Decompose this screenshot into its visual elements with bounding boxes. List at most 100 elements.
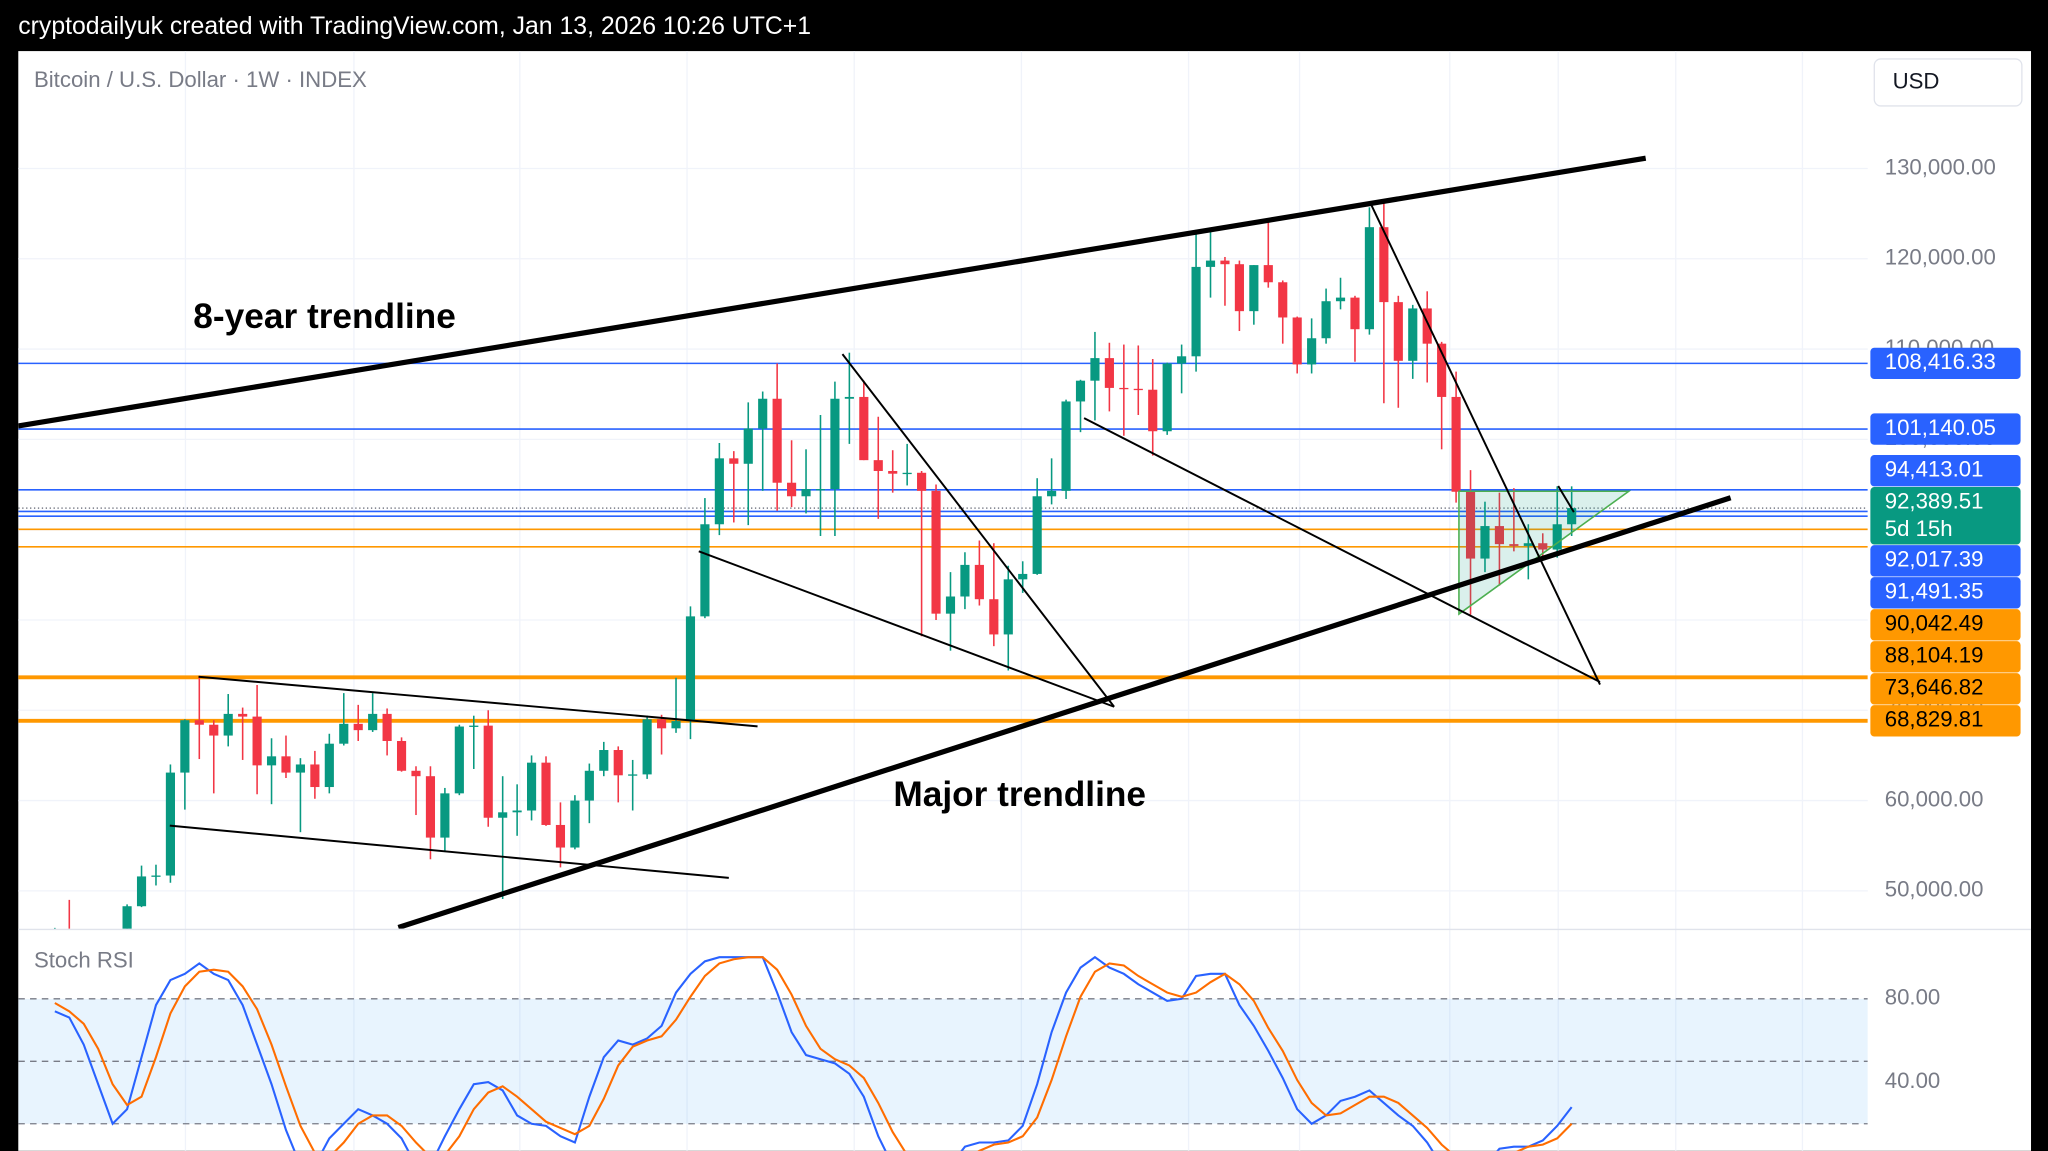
- candle-body: [1061, 401, 1071, 491]
- small-line: [1557, 485, 1575, 513]
- price-label: 73,646.82: [1885, 675, 1984, 700]
- drawings: [18, 155, 1732, 929]
- candle-body: [1509, 544, 1519, 546]
- price-label: 101,140.05: [1885, 415, 1996, 440]
- stoch-pane: [18, 955, 1868, 1151]
- candle-body: [844, 396, 854, 399]
- candle-body: [1249, 265, 1259, 312]
- price-label: 92,017.39: [1885, 547, 1984, 572]
- candle-body: [469, 725, 479, 727]
- candle-body: [136, 876, 147, 907]
- candle-body: [440, 793, 450, 838]
- candle-body: [1162, 363, 1172, 432]
- candle-body: [1350, 297, 1360, 330]
- candle-body: [902, 472, 912, 475]
- candle-body: [642, 719, 652, 775]
- candle-body: [209, 724, 219, 736]
- candle-body: [1307, 338, 1317, 365]
- channel-line: [198, 675, 758, 728]
- price-label-box: [1870, 641, 2021, 673]
- candle-body: [945, 596, 956, 614]
- candle-body: [165, 772, 175, 876]
- candle-body: [295, 764, 306, 773]
- y-tick-label: 50,000.00: [1885, 877, 1984, 902]
- price-label: 91,491.35: [1885, 579, 1984, 604]
- candle-body: [1191, 266, 1201, 357]
- triangle-pattern: [1458, 490, 1632, 616]
- candle-body: [151, 875, 161, 877]
- candle-body: [830, 398, 840, 490]
- candle-body: [1422, 308, 1432, 344]
- candle-body: [1133, 388, 1143, 391]
- candle-body: [1278, 282, 1288, 318]
- candle-body: [1003, 579, 1013, 635]
- candle-body: [628, 774, 638, 776]
- candle-body: [1393, 302, 1403, 361]
- candle-body: [238, 713, 248, 717]
- candle-body: [1075, 380, 1086, 402]
- candle-body: [974, 564, 984, 600]
- currency-label[interactable]: USD: [1893, 68, 1940, 93]
- candle-body: [1364, 227, 1374, 330]
- candle-body: [801, 489, 811, 497]
- candle-body: [815, 489, 826, 491]
- price-label-box: [1870, 545, 2021, 577]
- candle-body: [122, 906, 132, 929]
- candle-body: [411, 770, 421, 777]
- candle-body: [685, 616, 696, 722]
- candle-body: [1523, 543, 1533, 546]
- currency-button[interactable]: [1873, 58, 2023, 107]
- candle-body: [859, 396, 869, 461]
- candle-body: [425, 776, 436, 838]
- stoch-line: [54, 955, 1573, 1151]
- indicator-title: Stoch RSI: [34, 947, 134, 972]
- candle-body: [281, 756, 291, 773]
- countdown-label: 5d 15h: [1885, 516, 1953, 541]
- channel-line: [169, 824, 729, 879]
- candle-body: [917, 472, 927, 491]
- candle-body: [512, 810, 522, 813]
- candle-body: [960, 564, 970, 597]
- candle-body: [570, 800, 580, 848]
- candle-body: [1205, 260, 1216, 267]
- price-label: 108,416.33: [1885, 349, 1996, 374]
- candle-body: [772, 398, 782, 483]
- candle-body: [1552, 524, 1562, 550]
- candle-body: [1090, 358, 1100, 381]
- candle-body: [1018, 573, 1028, 580]
- candle-body: [180, 720, 190, 773]
- candle-body: [1177, 356, 1187, 364]
- wedge-line: [698, 550, 1115, 708]
- chart-background: [18, 51, 2032, 1151]
- candle-body: [1494, 526, 1504, 545]
- price-label-box: [1870, 455, 2021, 487]
- candle-body: [599, 750, 609, 771]
- price-label-box: [1870, 705, 2021, 737]
- candle-body: [1480, 526, 1490, 559]
- candle-body: [266, 756, 277, 766]
- trendline-major: [397, 495, 1732, 929]
- candle-body: [657, 719, 667, 729]
- wedge-line: [1370, 204, 1601, 685]
- candle-body: [1437, 343, 1447, 397]
- candle-body: [671, 721, 681, 729]
- candle-body: [483, 725, 493, 818]
- candle-body: [1032, 496, 1042, 574]
- candle-body: [1292, 317, 1302, 365]
- band: [18, 998, 1868, 1124]
- main-grid: [18, 167, 1868, 892]
- price-label-box: [1870, 673, 2021, 705]
- y-tick-label: 130,000.00: [1885, 154, 1996, 179]
- price-label-box: [1870, 487, 2021, 545]
- candle-body: [498, 812, 508, 818]
- candle-body: [194, 720, 204, 725]
- candle-body: [324, 743, 334, 788]
- candle-body: [714, 458, 724, 525]
- candle-body: [584, 770, 594, 801]
- candle-body: [310, 764, 320, 788]
- candle-body: [700, 524, 710, 617]
- price-label-box: [1870, 577, 2021, 609]
- header-text: cryptodailyuk created with TradingView.c…: [18, 13, 811, 40]
- candle-body: [1451, 396, 1461, 492]
